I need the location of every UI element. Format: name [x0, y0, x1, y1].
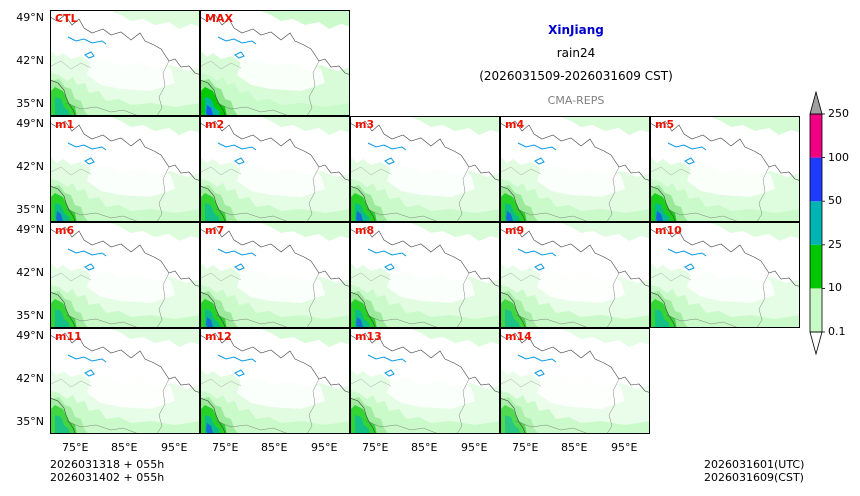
lon-label: 75°E	[362, 441, 389, 454]
lon-label: 75°E	[62, 441, 89, 454]
lon-label: 85°E	[411, 441, 438, 454]
panel-label: m12	[205, 330, 232, 343]
map-panel-m11: m11	[50, 328, 200, 434]
panel-label: m7	[205, 224, 225, 237]
panel-label: m6	[55, 224, 75, 237]
precip-map	[201, 117, 349, 221]
lon-label: 75°E	[212, 441, 239, 454]
map-panel-m14: m14	[500, 328, 650, 434]
colorbar-tick-label: 250	[828, 107, 849, 120]
map-panel-m8: m8	[350, 222, 500, 328]
figure-title: XinJiang	[548, 23, 604, 37]
variable-label: rain24	[556, 46, 596, 60]
map-panel-m7: m7	[200, 222, 350, 328]
precip-map	[201, 329, 349, 433]
lat-label: 49°N	[16, 117, 44, 130]
valid-time-utc: 2026031601(UTC)	[704, 458, 805, 471]
lat-label: 35°N	[16, 309, 44, 322]
lat-label: 42°N	[16, 266, 44, 279]
lon-label: 95°E	[161, 441, 188, 454]
map-panel-m6: m6	[50, 222, 200, 328]
map-panel-m12: m12	[200, 328, 350, 434]
map-panel-m1: m1	[50, 116, 200, 222]
panel-label: m10	[655, 224, 682, 237]
lat-label: 42°N	[16, 160, 44, 173]
precip-map	[51, 329, 199, 433]
precip-map	[201, 11, 349, 115]
map-panel-m10: m10	[650, 222, 800, 328]
init-time-2: 2026031402 + 055h	[50, 471, 165, 484]
colorbar-tick-label: 100	[828, 150, 849, 164]
panel-label: MAX	[205, 12, 233, 25]
map-panel-m9: m9	[500, 222, 650, 328]
lon-label: 95°E	[311, 441, 338, 454]
panel-label: CTL	[55, 12, 78, 25]
lat-label: 42°N	[16, 372, 44, 385]
panel-label: m2	[205, 118, 225, 131]
colorbar-tick-label: 10	[828, 281, 842, 295]
colorbar-segment	[810, 201, 822, 245]
colorbar-tick-label: 25	[828, 237, 842, 251]
init-time-1: 2026031318 + 055h	[50, 458, 165, 471]
panel-label: m5	[655, 118, 675, 131]
precip-map	[351, 117, 499, 221]
lon-label: 95°E	[611, 441, 638, 454]
valid-time-cst: 2026031609(CST)	[704, 471, 804, 484]
lon-label: 95°E	[461, 441, 488, 454]
panel-label: m13	[355, 330, 382, 343]
colorbar-segment	[810, 157, 822, 202]
precip-map	[351, 329, 499, 433]
lat-label: 42°N	[16, 54, 44, 67]
precip-map	[501, 117, 649, 221]
panel-label: m3	[355, 118, 375, 131]
colorbar-tick-label: 50	[828, 194, 842, 208]
precip-map	[201, 223, 349, 327]
panel-label: m4	[505, 118, 525, 131]
colorbar-segment	[810, 244, 822, 289]
precip-map	[651, 223, 799, 327]
panel-label: m9	[505, 224, 525, 237]
lat-label: 49°N	[16, 329, 44, 342]
period-label: (2026031509-2026031609 CST)	[479, 69, 673, 83]
source-label: CMA-REPS	[547, 94, 605, 107]
lat-label: 35°N	[16, 415, 44, 428]
panel-label: m14	[505, 330, 532, 343]
precip-map	[351, 223, 499, 327]
panel-label: m11	[55, 330, 82, 343]
lon-label: 85°E	[261, 441, 288, 454]
map-panel-ctl: CTL	[50, 10, 200, 116]
lon-label: 85°E	[111, 441, 138, 454]
precip-map	[651, 117, 799, 221]
lat-label: 49°N	[16, 223, 44, 236]
map-panel-m13: m13	[350, 328, 500, 434]
lat-label: 35°N	[16, 203, 44, 216]
lat-label: 35°N	[16, 97, 44, 110]
precip-map	[51, 117, 199, 221]
precip-map	[501, 329, 649, 433]
map-panel-m3: m3	[350, 116, 500, 222]
colorbar-extend-max	[809, 90, 823, 115]
lon-label: 85°E	[561, 441, 588, 454]
lon-label: 75°E	[512, 441, 539, 454]
colorbar-tick-label: 0.1	[828, 325, 846, 338]
precip-map	[51, 223, 199, 327]
panel-label: m8	[355, 224, 375, 237]
colorbar-graphic	[809, 90, 825, 356]
colorbar-segment	[810, 114, 822, 158]
map-panel-max: MAX	[200, 10, 350, 116]
precip-map	[51, 11, 199, 115]
panel-label: m1	[55, 118, 75, 131]
map-panel-m4: m4	[500, 116, 650, 222]
precip-map	[501, 223, 649, 327]
lat-label: 49°N	[16, 11, 44, 24]
map-panel-m2: m2	[200, 116, 350, 222]
colorbar-segment	[810, 288, 822, 332]
map-panel-m5: m5	[650, 116, 800, 222]
colorbar-extend-min	[809, 331, 823, 356]
